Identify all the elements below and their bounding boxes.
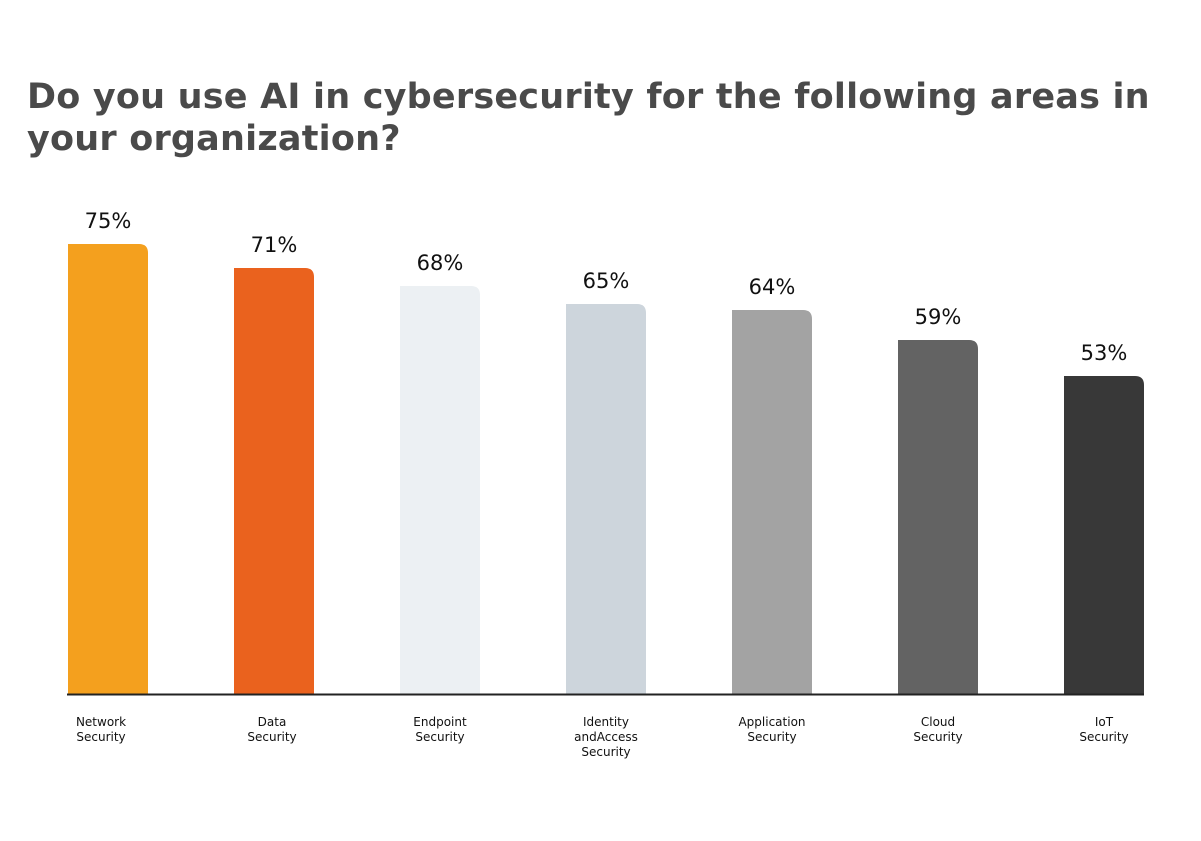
bar [68, 244, 148, 694]
bar [898, 340, 978, 694]
x-tick-label: IoT [1095, 715, 1114, 729]
x-tick-label: Security [913, 730, 962, 744]
bar [234, 268, 314, 694]
x-tick-label: Security [415, 730, 464, 744]
x-tick-label: Endpoint [413, 715, 467, 729]
x-tick-label: Identity [583, 715, 629, 729]
x-tick-label: Data [258, 715, 287, 729]
data-label: 65% [583, 269, 630, 293]
x-tick-label: andAccess [574, 730, 638, 744]
data-label: 59% [915, 305, 962, 329]
x-tick-label: Cloud [921, 715, 955, 729]
bar [400, 286, 480, 694]
chart-title: Do you use AI in cybersecurity for the f… [27, 77, 1150, 159]
x-tick-label: Security [1079, 730, 1128, 744]
data-label: 53% [1081, 341, 1128, 365]
x-tick-label: Application [738, 715, 805, 729]
data-label: 68% [417, 251, 464, 275]
x-tick-label: Security [76, 730, 125, 744]
x-tick-label: Network [76, 715, 126, 729]
bar [732, 310, 812, 694]
bar [566, 304, 646, 694]
data-label: 71% [251, 233, 298, 257]
x-tick-label: Security [747, 730, 796, 744]
data-label: 64% [749, 275, 796, 299]
data-label: 75% [85, 209, 132, 233]
x-tick-label: Security [247, 730, 296, 744]
bar [1064, 376, 1144, 694]
x-tick-label: Security [581, 745, 630, 759]
